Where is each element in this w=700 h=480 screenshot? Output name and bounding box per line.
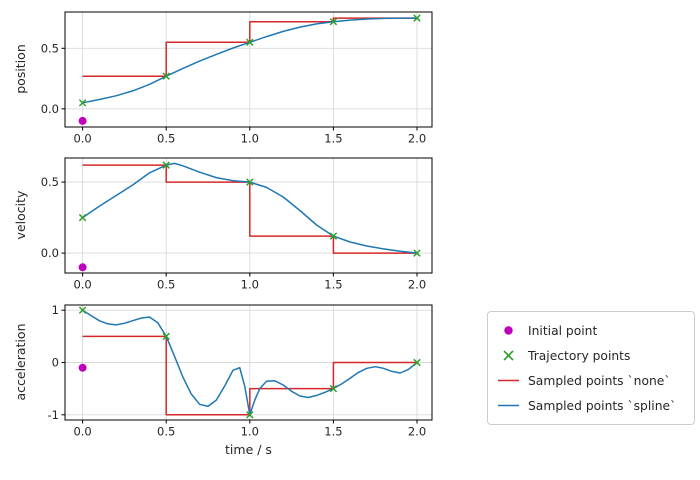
x-tick-label: 1.5	[324, 132, 342, 146]
legend-label-sampled-spline: Sampled points `spline`	[528, 398, 677, 413]
y-tick-label: 1	[52, 303, 59, 317]
trajectory-point-marker	[246, 38, 254, 47]
subplot-acceleration: 0.0 0.5 1.0 1.5 2.0 -1 0 1	[48, 303, 433, 439]
sampled-none-line	[82, 164, 417, 254]
y-tick-label: -1	[48, 408, 59, 422]
legend-item-sampled-spline: Sampled points `spline`	[497, 395, 685, 416]
legend-label-trajectory-points: Trajectory points	[528, 348, 631, 363]
trajectory-point-marker	[162, 332, 170, 341]
initial-point-marker	[78, 116, 87, 125]
trajectory-point-marker	[329, 17, 338, 26]
axes-box	[64, 157, 433, 274]
y-tick-label: 0.5	[41, 41, 59, 55]
trajectory-point-marker	[413, 358, 421, 367]
x-tick-label: 0.5	[157, 425, 175, 439]
trajectory-point-marker	[78, 213, 87, 222]
x-tick-label: 0.0	[73, 278, 91, 292]
trajectory-point-marker	[78, 306, 87, 314]
trajectory-point-marker	[329, 384, 338, 393]
ylabel-position: position	[13, 44, 28, 94]
axes-box	[64, 11, 433, 128]
initial-point-marker	[78, 363, 87, 372]
trajectory-point-marker	[162, 161, 170, 169]
trajectory-point-marker	[78, 99, 87, 107]
ylabel-acceleration: acceleration	[13, 323, 28, 401]
subplot-position: 0.0 0.5 1.0 1.5 2.0 0.0 0.5	[41, 11, 433, 146]
y-tick-label: 0.5	[41, 175, 59, 189]
x-tick-label: 0.5	[157, 132, 175, 146]
x-tick-label: 0.5	[157, 278, 175, 292]
x-tick-label: 2.0	[408, 425, 426, 439]
spline-line-marker-icon	[498, 404, 519, 407]
legend-label-initial-point: Initial point	[528, 323, 598, 338]
legend-item-sampled-none: Sampled points `none`	[497, 370, 685, 391]
trajectory-point-marker	[329, 232, 338, 240]
subplot-velocity: 0.0 0.5 1.0 1.5 2.0 0.0 0.5	[41, 157, 433, 292]
sampled-spline-line	[82, 162, 418, 254]
sampled-none-line	[82, 335, 417, 416]
legend: Initial point Trajectory points Sampled …	[487, 311, 695, 425]
x-tick-label: 0.0	[73, 132, 91, 146]
legend-item-initial-point: Initial point	[497, 320, 685, 341]
legend-item-trajectory-points: Trajectory points	[497, 345, 685, 366]
trajectory-point-marker	[162, 72, 170, 80]
y-tick-label: 0.0	[41, 102, 59, 116]
trajectory-point-marker	[413, 14, 421, 22]
x-tick-label: 1.0	[241, 425, 259, 439]
xlabel-time: time / s	[225, 442, 272, 457]
trajectory-x-marker-icon	[503, 350, 514, 361]
initial-point-marker-icon	[504, 326, 513, 335]
trajectory-point-marker	[413, 249, 421, 257]
x-tick-label: 1.5	[324, 425, 342, 439]
none-line-marker-icon	[498, 379, 519, 382]
x-tick-label: 1.5	[324, 278, 342, 292]
legend-label-sampled-none: Sampled points `none`	[528, 373, 671, 388]
sampled-none-line	[82, 17, 417, 77]
trajectory-point-marker	[246, 411, 254, 419]
trajectory-point-marker	[246, 178, 254, 186]
y-tick-label: 0.0	[41, 246, 59, 260]
y-tick-label: 0	[52, 356, 59, 370]
ylabel-velocity: velocity	[13, 190, 28, 240]
x-tick-label: 1.0	[241, 132, 259, 146]
x-tick-label: 2.0	[408, 132, 426, 146]
x-tick-label: 0.0	[73, 425, 91, 439]
x-tick-label: 2.0	[408, 278, 426, 292]
initial-point-marker	[78, 263, 87, 272]
x-tick-label: 1.0	[241, 278, 259, 292]
